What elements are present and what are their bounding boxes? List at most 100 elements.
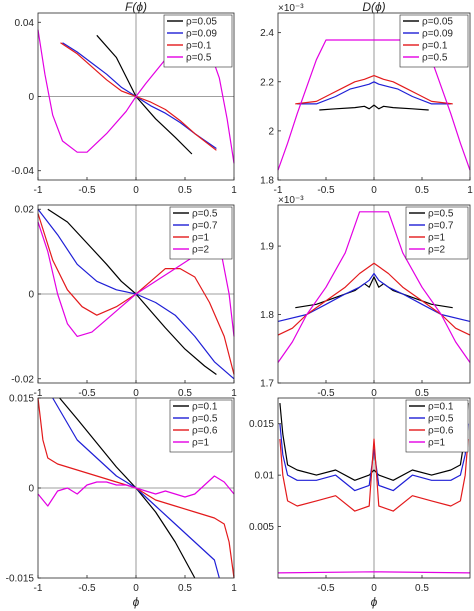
x-tick-label: 0 bbox=[133, 185, 139, 196]
y-exponent-label: ×10⁻³ bbox=[278, 195, 304, 206]
legend-entry: ρ=0.6 bbox=[428, 426, 454, 437]
x-tick-label: -1 bbox=[34, 583, 43, 594]
legend-entry: ρ=0.05 bbox=[186, 17, 217, 28]
x-tick-label: 0.5 bbox=[415, 583, 429, 594]
series-line-2 bbox=[277, 272, 471, 322]
legend-entry: ρ=0.5 bbox=[422, 53, 448, 64]
legend-box bbox=[399, 14, 469, 68]
x-tick-label: 1 bbox=[467, 185, 473, 196]
legend-entry: ρ=0.5 bbox=[428, 209, 454, 220]
legend-entry: ρ=0.09 bbox=[186, 29, 217, 40]
y-tick-label: -0.02 bbox=[11, 374, 34, 385]
legend-entry: ρ=0.1 bbox=[192, 402, 218, 413]
y-tick-label: 0 bbox=[28, 92, 34, 103]
legend-entry: ρ=0.5 bbox=[192, 209, 218, 220]
legend: ρ=0.5ρ=0.7ρ=1ρ=2 bbox=[405, 206, 469, 260]
x-tick-label: 0.5 bbox=[178, 388, 192, 399]
x-tick-label: -1 bbox=[34, 388, 43, 399]
legend: ρ=0.1ρ=0.5ρ=0.6ρ=1 bbox=[405, 399, 469, 453]
y-tick-label: 0.015 bbox=[249, 419, 274, 430]
legend-entry: ρ=1 bbox=[428, 438, 446, 449]
y-tick-label: 2 bbox=[268, 126, 274, 137]
x-tick-label: 0 bbox=[371, 583, 377, 594]
series-line-4 bbox=[277, 211, 471, 363]
x-tick-label: -0.5 bbox=[78, 388, 96, 399]
series-line-1 bbox=[59, 397, 196, 579]
legend-entry: ρ=0.5 bbox=[186, 53, 212, 64]
x-tick-label: 0 bbox=[371, 185, 377, 196]
x-tick-label: -0.5 bbox=[317, 388, 335, 399]
panel-3: -1 -0.5 0 0.5 1 -0.02 0 0.02 ρ=0.5ρ=0.7ρ=1ρ=2 bbox=[11, 204, 237, 399]
legend-box bbox=[405, 206, 469, 260]
y-tick-label: 0.01 bbox=[255, 471, 275, 482]
series-line-2 bbox=[52, 397, 220, 579]
y-tick-label: 1.8 bbox=[260, 176, 274, 187]
y-tick-label: 2.2 bbox=[260, 77, 274, 88]
x-tick-label: 0 bbox=[371, 388, 377, 399]
panel-5: -1 -0.5 0 0.5 1 -0.015 0 0.015 ϕ ρ=0.1ρ=0.5ρ=0.6ρ… bbox=[6, 394, 238, 610]
x-tick-label: 1 bbox=[231, 388, 237, 399]
series-line-3 bbox=[279, 438, 469, 512]
x-tick-label: -0.5 bbox=[317, 185, 335, 196]
legend-entry: ρ=1 bbox=[428, 233, 446, 244]
y-tick-label: 0.04 bbox=[15, 18, 35, 29]
series-line-2 bbox=[279, 423, 469, 492]
legend-entry: ρ=0.5 bbox=[192, 414, 218, 425]
legend-entry: ρ=0.7 bbox=[428, 221, 454, 232]
series-line-1 bbox=[279, 403, 469, 481]
panel-6: -0.5 0 0.5 0.005 0.01 0.015 ϕ ρ=0.1ρ=0.5ρ=0.6ρ=… bbox=[249, 397, 471, 609]
series-line-4 bbox=[277, 571, 471, 574]
legend-entry: ρ=1 bbox=[192, 438, 210, 449]
legend-entry: ρ=1 bbox=[192, 233, 210, 244]
x-tick-label: 1 bbox=[231, 185, 237, 196]
series-line-1 bbox=[295, 276, 453, 309]
x-tick-label: 1 bbox=[231, 583, 237, 594]
legend-entry: ρ=2 bbox=[428, 245, 446, 256]
x-tick-label: -0.5 bbox=[317, 583, 335, 594]
x-tick-label: 0.5 bbox=[415, 388, 429, 399]
series-line-4 bbox=[277, 39, 471, 171]
x-tick-label: 0.5 bbox=[178, 185, 192, 196]
series-line-1 bbox=[319, 104, 429, 111]
y-tick-label: 1.7 bbox=[260, 379, 274, 390]
series-line-2 bbox=[297, 81, 451, 105]
legend-entry: ρ=0.1 bbox=[428, 402, 454, 413]
y-tick-label: 0.005 bbox=[249, 522, 274, 533]
x-tick-label: -1 bbox=[274, 185, 283, 196]
legend: ρ=0.05ρ=0.09ρ=0.1ρ=0.5 bbox=[163, 14, 233, 68]
legend-box bbox=[405, 399, 469, 453]
x-tick-label: 0 bbox=[133, 388, 139, 399]
x-tick-label: 0 bbox=[133, 583, 139, 594]
x-tick-label: 0.5 bbox=[415, 185, 429, 196]
y-exponent-label: ×10⁻³ bbox=[278, 3, 304, 14]
y-tick-label: 2.4 bbox=[260, 28, 274, 39]
y-tick-label: 0.02 bbox=[15, 205, 35, 216]
y-tick-label: 0.015 bbox=[9, 394, 34, 405]
y-tick-label: 0 bbox=[28, 484, 34, 495]
x-axis-label: ϕ bbox=[371, 595, 378, 609]
panel-1: -1 -0.5 0 0.5 1-0.0400.04F(ϕ)ρ=0.05ρ=0.09ρ=0… bbox=[11, 0, 237, 196]
series-line-3 bbox=[295, 75, 453, 105]
legend-entry: ρ=0.1 bbox=[186, 41, 212, 52]
series-line-3 bbox=[37, 213, 235, 375]
panel-title: D(ϕ) bbox=[362, 0, 385, 14]
x-tick-label: 0.5 bbox=[178, 583, 192, 594]
legend-box bbox=[169, 399, 233, 453]
x-axis-label: ϕ bbox=[133, 595, 140, 609]
legend-entry: ρ=0.09 bbox=[422, 29, 453, 40]
panel-4: -0.5 0 0.5 1.7 1.8 1.9 ×10⁻³ ρ=0.5ρ=0.7ρ=1ρ=2 bbox=[260, 195, 471, 399]
y-tick-label: 0 bbox=[28, 290, 34, 301]
panel-2: -1 -0.5 0 0.5 11.822.22.4D(ϕ)×10⁻³ρ=0.05ρ=0.… bbox=[260, 0, 473, 196]
legend-entry: ρ=0.05 bbox=[422, 17, 453, 28]
panel-title: F(ϕ) bbox=[125, 0, 147, 14]
legend-entry: ρ=0.5 bbox=[428, 414, 454, 425]
legend: ρ=0.5ρ=0.7ρ=1ρ=2 bbox=[169, 206, 233, 260]
x-tick-label: -1 bbox=[34, 185, 43, 196]
y-tick-label: -0.015 bbox=[6, 574, 35, 585]
x-tick-label: -0.5 bbox=[78, 583, 96, 594]
legend: ρ=0.05ρ=0.09ρ=0.1ρ=0.5 bbox=[399, 14, 469, 68]
legend-box bbox=[163, 14, 233, 68]
y-tick-label: 1.9 bbox=[260, 242, 274, 253]
legend-entry: ρ=0.7 bbox=[192, 221, 218, 232]
legend-entry: ρ=2 bbox=[192, 245, 210, 256]
